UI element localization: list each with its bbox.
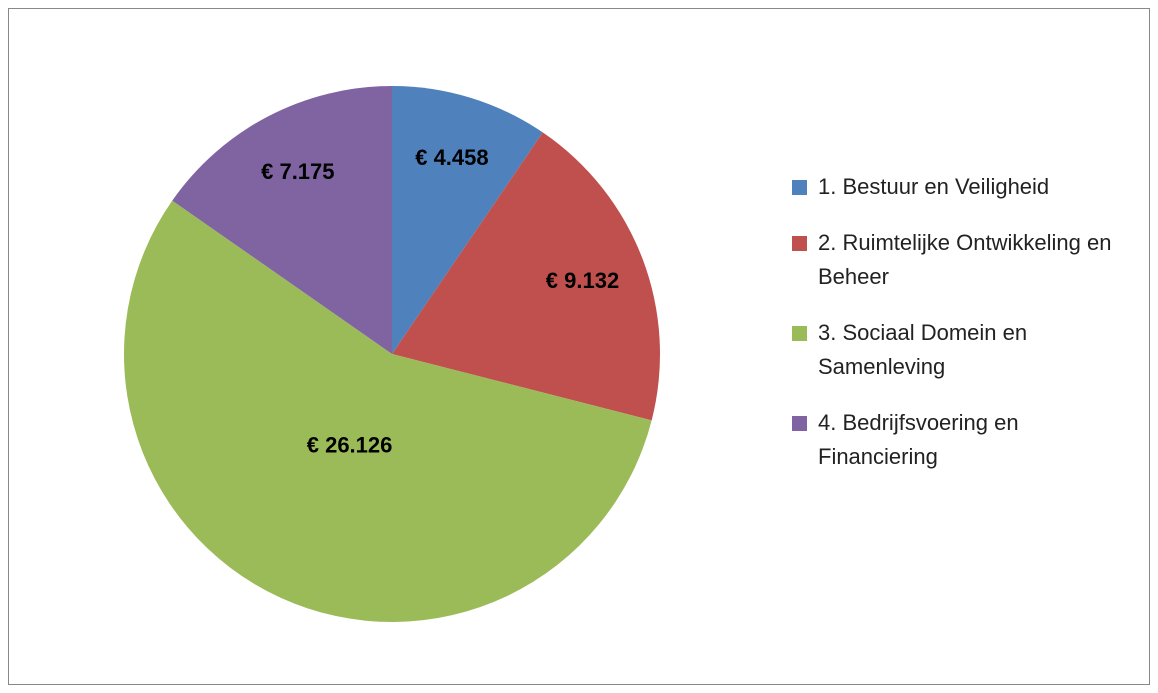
pie-slice xyxy=(392,86,543,354)
legend-label: 1. Bestuur en Veiligheid xyxy=(818,174,1050,199)
legend: 1. Bestuur en Veiligheid 2. Ruimtelijke O… xyxy=(792,170,1132,496)
legend-entry: 2. Ruimtelijke Ontwikkeling en Beheer xyxy=(792,226,1132,294)
data-label: € 4.458 xyxy=(415,145,488,170)
legend-label: 2. Ruimtelijke Ontwikkeling en Beheer xyxy=(818,230,1112,289)
data-label: € 26.126 xyxy=(307,432,393,457)
data-label: € 9.132 xyxy=(546,268,619,293)
pie-slice xyxy=(392,132,660,421)
legend-entry: 1. Bestuur en Veiligheid xyxy=(792,170,1132,204)
legend-swatch xyxy=(792,180,807,195)
pie-slice xyxy=(172,86,392,354)
legend-entry: 3. Sociaal Domein en Samenleving xyxy=(792,316,1132,384)
legend-swatch xyxy=(792,416,807,431)
legend-swatch xyxy=(792,236,807,251)
legend-swatch xyxy=(792,326,807,341)
legend-label: 3. Sociaal Domein en Samenleving xyxy=(818,320,1028,379)
legend-label: 4. Bedrijfsvoering en Financiering xyxy=(818,410,1019,469)
legend-entry: 4. Bedrijfsvoering en Financiering xyxy=(792,406,1132,474)
pie-slice xyxy=(123,200,652,623)
data-label: € 7.175 xyxy=(261,159,334,184)
